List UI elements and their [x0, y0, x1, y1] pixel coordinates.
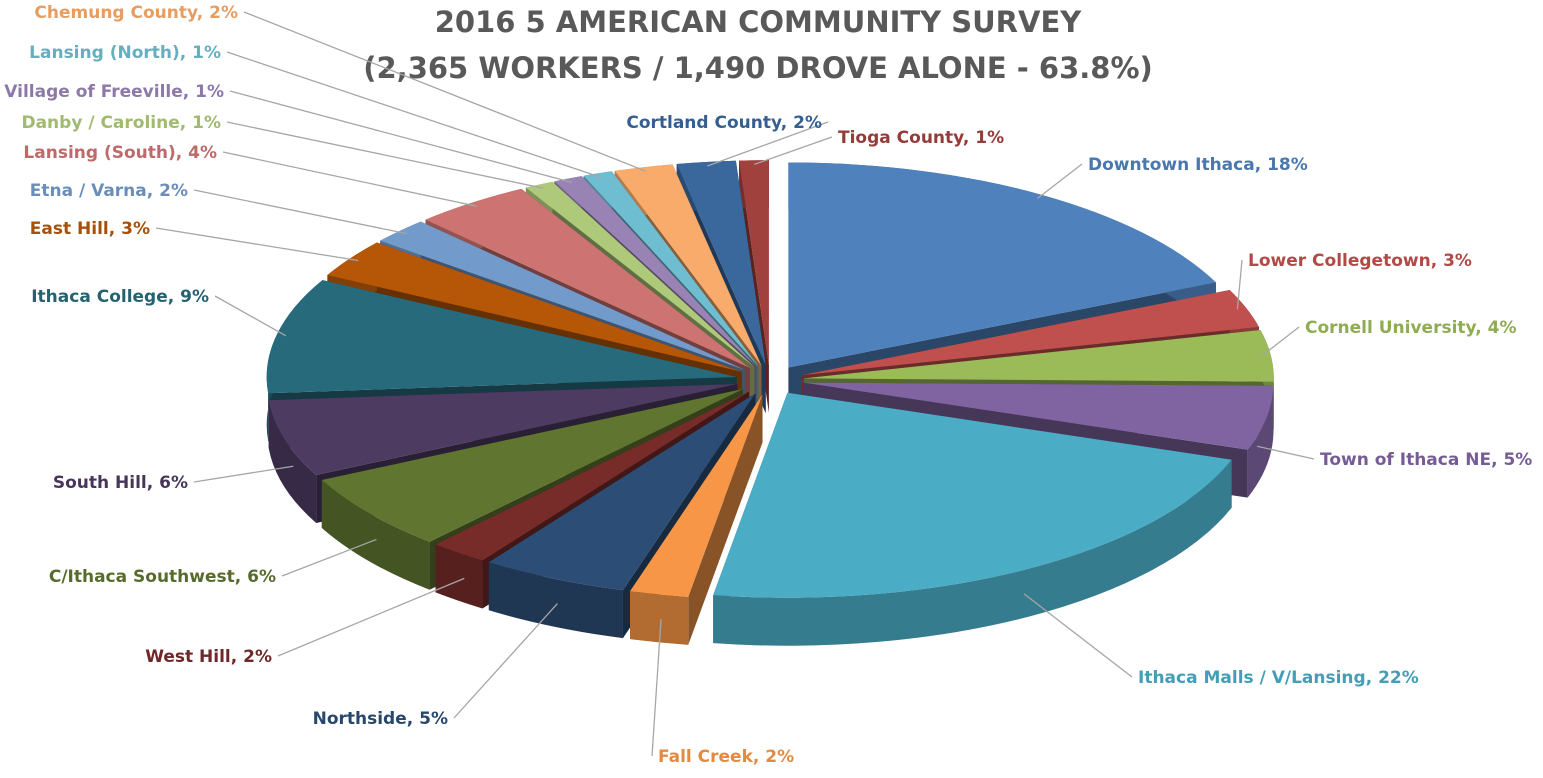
slice-top-face	[803, 382, 1274, 450]
slice-top-face	[380, 221, 746, 370]
leader-line	[1261, 326, 1300, 357]
slice-top-face	[321, 388, 743, 542]
slice-outer-wall	[435, 544, 483, 609]
leader-line	[281, 538, 377, 577]
leader-line	[1023, 593, 1133, 678]
data-label: Downtown Ithaca, 18%	[1088, 155, 1308, 175]
slice-outer-wall	[321, 480, 430, 590]
slice-outer-wall	[1247, 385, 1274, 498]
leader-line	[193, 465, 294, 483]
data-label: Cornell University, 4%	[1305, 318, 1517, 338]
data-label: Cortland County, 2%	[626, 113, 822, 133]
data-label: Ithaca Malls / V/Lansing, 22%	[1138, 668, 1419, 688]
slice-top-face	[803, 330, 1274, 382]
slice-top-face	[266, 280, 737, 394]
slice-top-face	[435, 391, 749, 561]
data-label: Lower Collegetown, 3%	[1248, 251, 1472, 271]
leader-line	[453, 603, 558, 719]
data-label: C/Ithaca Southwest, 6%	[49, 567, 276, 587]
leader-line	[651, 619, 662, 757]
leader-lines	[155, 11, 1315, 757]
slice-top-face	[630, 394, 763, 597]
data-label: Chemung County, 2%	[34, 3, 238, 23]
pie-slice-fall-creek	[630, 394, 763, 645]
slice-top-face	[788, 162, 1216, 368]
leader-line	[243, 11, 647, 172]
data-labels: Downtown Ithaca, 18% Lower Collegetown, 3…	[4, 3, 1532, 767]
data-label: Northside, 5%	[313, 709, 448, 729]
data-label: Fall Creek, 2%	[658, 747, 794, 767]
slice-outer-wall	[268, 400, 317, 523]
leader-line	[754, 136, 833, 165]
slice-top-face	[488, 393, 756, 591]
data-label: East Hill, 3%	[30, 219, 150, 239]
data-label: Town of Ithaca NE, 5%	[1320, 450, 1532, 470]
data-label: South Hill, 6%	[53, 473, 188, 493]
data-label: Tioga County, 1%	[838, 128, 1004, 148]
leader-line	[1037, 163, 1083, 200]
leader-line	[1256, 445, 1315, 460]
slice-outer-wall	[630, 591, 689, 645]
leader-line	[1236, 259, 1243, 310]
slice-top-face	[802, 289, 1259, 376]
leader-line	[226, 121, 544, 189]
slice-outer-wall	[488, 562, 623, 639]
data-label: Etna / Varna, 2%	[30, 181, 188, 201]
data-label: Lansing (South), 4%	[23, 143, 217, 163]
data-label: Danby / Caroline, 1%	[21, 113, 221, 133]
slice-top-face	[583, 171, 759, 367]
leader-line	[277, 577, 465, 657]
data-label: Ithaca College, 9%	[31, 287, 209, 307]
slice-top-face	[554, 176, 757, 367]
chart-title-line-2: (2,365 WORKERS / 1,490 DROVE ALONE - 63.…	[363, 51, 1153, 85]
data-label: Lansing (North), 1%	[29, 43, 221, 63]
slice-top-face	[739, 160, 769, 366]
slice-top-face	[268, 383, 738, 475]
slice-top-face	[713, 392, 1232, 598]
leader-line	[222, 151, 477, 207]
slice-top-face	[525, 181, 755, 367]
slice-outer-wall	[713, 459, 1232, 646]
data-label: West Hill, 2%	[145, 647, 272, 667]
slice-side-wall	[435, 391, 749, 593]
leader-line	[214, 295, 287, 337]
data-label: Village of Freeville, 1%	[4, 82, 224, 102]
chart-title-line-1: 2016 5 AMERICAN COMMUNITY SURVEY	[435, 5, 1083, 39]
pie-slice-ithaca-malls-v-lansing	[713, 392, 1232, 646]
leader-line	[226, 51, 602, 178]
slice-top-face	[425, 188, 750, 369]
leader-line	[193, 189, 407, 235]
slice-top-face	[614, 164, 762, 366]
leader-line	[155, 227, 359, 262]
leader-line	[229, 90, 572, 183]
pie-slices	[266, 160, 1274, 646]
slice-top-face	[676, 160, 766, 366]
slice-top-face	[327, 242, 742, 372]
leader-line	[707, 121, 829, 167]
